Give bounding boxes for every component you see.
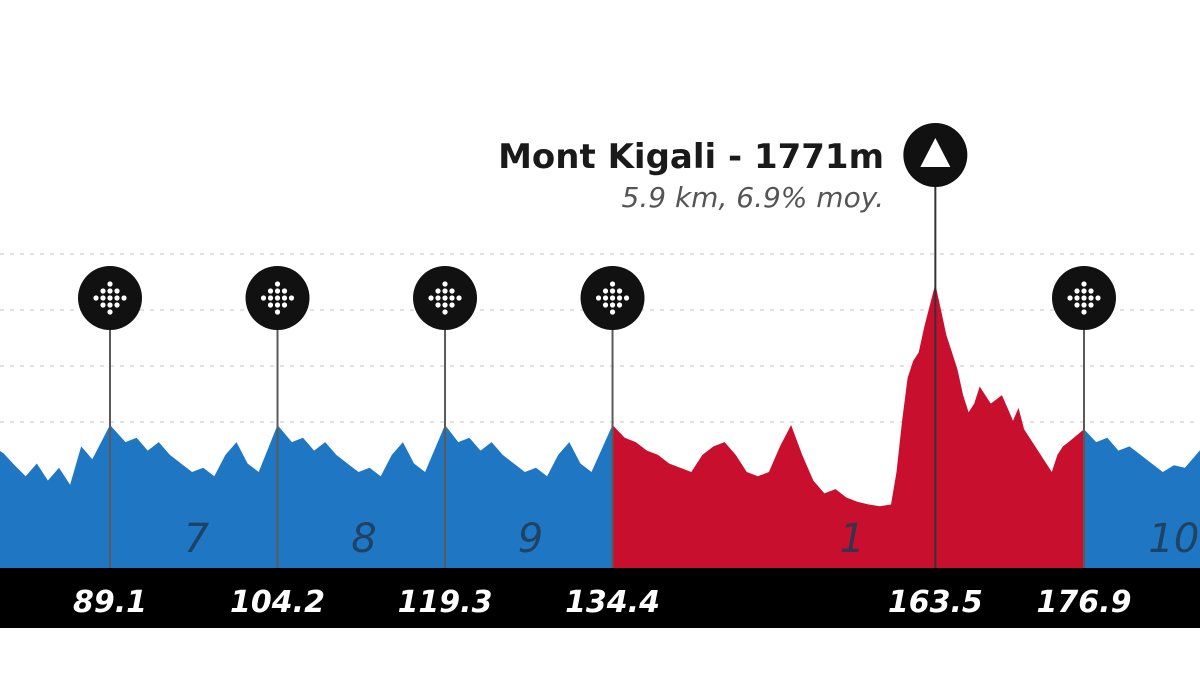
km-label: 134.4 (565, 585, 660, 620)
profile-areas (0, 284, 1200, 568)
summit-detail: 5.9 km, 6.9% moy. (622, 181, 884, 214)
lap-label: 1 (839, 516, 864, 562)
km-axis-bar (0, 568, 1200, 628)
km-label: 119.3 (398, 585, 493, 620)
sprint-icon (413, 266, 478, 330)
marker-icons (78, 123, 1116, 330)
sprint-icon (78, 266, 142, 330)
lap-label: 10 (1148, 516, 1199, 562)
lap-labels: 6789110 (184, 516, 1200, 562)
km-label: 176.9 (1037, 585, 1132, 620)
summit-annotation: Mont Kigali - 1771m 5.9 km, 6.9% moy. (498, 137, 884, 214)
summit-name: Mont Kigali - 1771m (498, 137, 884, 177)
km-label: 163.5 (888, 585, 983, 620)
km-label: 89.1 (73, 585, 147, 620)
profile-area-circuit-before (0, 425, 613, 568)
marker-lines (109, 178, 1085, 568)
sprint-icon (1052, 266, 1116, 330)
km-label: 104.2 (230, 585, 325, 620)
lap-label: 8 (351, 516, 376, 562)
sprint-icon (245, 266, 310, 330)
lap-label: 7 (184, 516, 210, 562)
mountain-triangle-icon (903, 123, 968, 187)
lap-label: 9 (518, 516, 543, 562)
km-labels: 89.1 104.2 119.3 134.4 163.5 176.9 (73, 585, 1131, 620)
profile-area-climb (612, 284, 1084, 568)
sprint-icon (580, 266, 645, 330)
profile-area-circuit-after (1084, 429, 1200, 568)
